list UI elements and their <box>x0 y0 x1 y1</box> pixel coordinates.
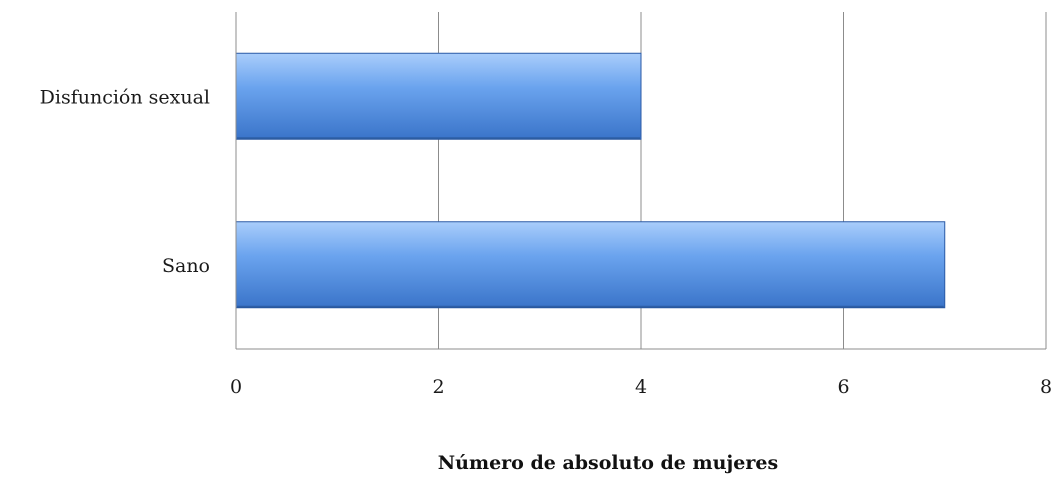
x-tick-label-4: 4 <box>635 376 647 398</box>
x-tick-label-2: 2 <box>432 376 444 398</box>
bars <box>235 52 946 309</box>
x-tick-labels: 0 2 4 6 8 <box>230 376 1052 398</box>
category-labels: Disfunción sexual Sano <box>40 86 210 277</box>
x-tick-label-8: 8 <box>1040 376 1052 398</box>
category-label: Sano <box>162 255 210 277</box>
x-tick-label-6: 6 <box>837 376 849 398</box>
category-label: Disfunción sexual <box>40 86 210 108</box>
x-tick-label-0: 0 <box>230 376 242 398</box>
bar-disfunci-n-sexual <box>235 52 642 140</box>
bar-sano <box>235 221 946 309</box>
x-axis-title: Número de absoluto de mujeres <box>438 452 778 474</box>
axes <box>235 12 1046 350</box>
